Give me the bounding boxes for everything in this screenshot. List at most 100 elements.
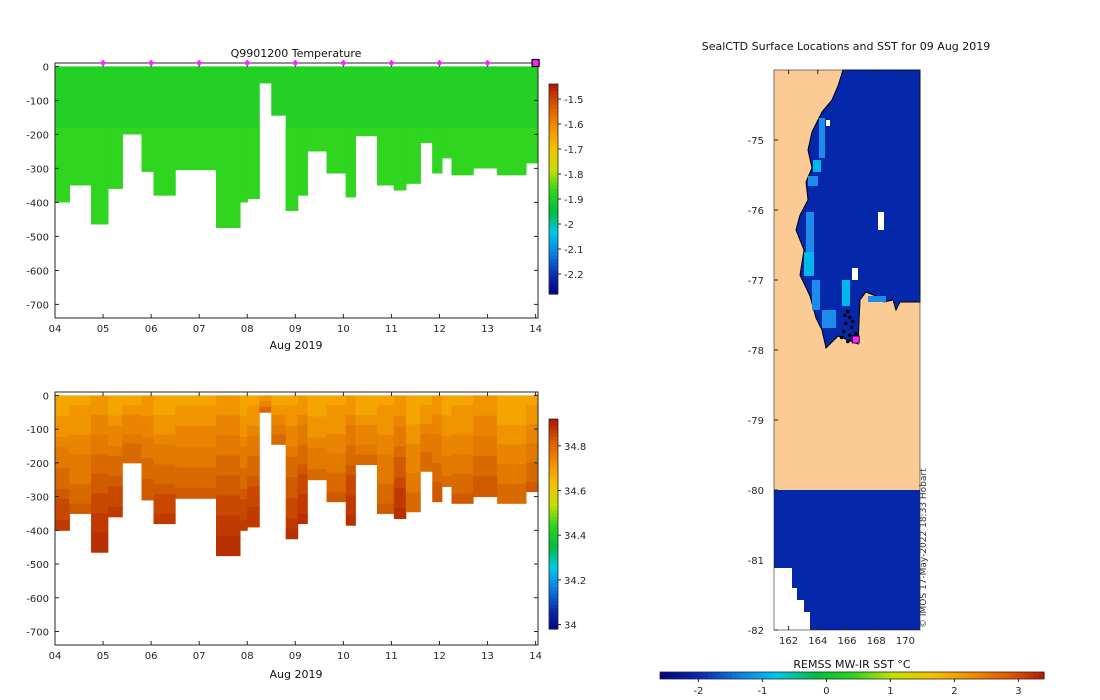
sst-colorbar-cell: [962, 672, 968, 679]
colorbar-cell: [549, 499, 558, 504]
colorbar-cell: [549, 478, 558, 483]
salinity-cell: [473, 476, 498, 487]
sst-colorbar-cell: [991, 672, 997, 679]
sst-colorbar-cell: [736, 672, 743, 679]
colorbar-cell: [549, 436, 558, 441]
salinity-cell: [153, 424, 176, 436]
colorbar-cell: [549, 583, 558, 588]
temperature-profile-18: [355, 66, 378, 137]
temperature-profile-deep-6: [153, 127, 176, 196]
y-tick-label: -200: [26, 130, 49, 141]
sst-colorbar-cell: [751, 672, 757, 679]
colorbar-cell: [549, 224, 558, 229]
x-tick-label: 12: [433, 651, 446, 662]
salinity-cell: [432, 414, 443, 425]
sst-colorbar-cell: [780, 672, 786, 679]
sst-colorbar-cell: [852, 672, 858, 679]
sst-colorbar-cell: [770, 672, 776, 679]
salinity-cell: [69, 424, 92, 436]
colorbar-cell: [549, 94, 558, 99]
salinity-cell: [107, 496, 123, 508]
coastal-sst-cells: [804, 118, 886, 328]
salinity-cell: [69, 415, 92, 426]
salinity-cell: [345, 505, 356, 516]
sst-colorbar-cell: [914, 672, 920, 679]
salinity-cell: [497, 444, 527, 455]
colorbar-cell: [549, 217, 558, 222]
colorbar-cell: [549, 506, 558, 511]
salinity-cell: [153, 454, 176, 465]
salinity-cell: [247, 496, 260, 508]
temperature-profile-deep-10: [247, 127, 260, 199]
salinity-cell: [216, 455, 241, 466]
colorbar-cell: [549, 503, 558, 508]
salinity-cell: [307, 448, 328, 460]
colorbar-cell: [549, 189, 558, 194]
temperature-profile-deep-4: [122, 127, 143, 135]
sst-colorbar-cell: [1010, 672, 1016, 679]
salinity-cell: [420, 452, 433, 463]
temperature-profile-22: [420, 66, 433, 143]
sst-colorbar-tick-label: 0: [823, 686, 829, 697]
sst-colorbar-cell: [871, 672, 877, 679]
station-marker: [484, 59, 491, 67]
salinity-cell: [297, 415, 308, 426]
salinity-cell: [432, 491, 443, 503]
colorbar-cell: [549, 468, 558, 473]
salinity-cell: [216, 465, 241, 476]
salinity-cell: [216, 435, 241, 446]
salinity-cell: [91, 503, 109, 514]
salinity-cell: [69, 434, 92, 446]
salinity-cell: [55, 426, 70, 438]
salinity-cell: [355, 425, 378, 436]
salinity-cell: [441, 456, 452, 467]
map-y-tick-label: -81: [748, 556, 764, 567]
salinity-cell: [451, 483, 474, 495]
salinity-cell: [216, 495, 241, 507]
sst-colorbar-cell: [880, 672, 887, 679]
colorbar-tick-label: 34.2: [564, 576, 586, 587]
temperature-profile-deep-16: [326, 127, 347, 174]
y-tick-label: -200: [26, 459, 49, 470]
salinity-cell: [122, 414, 143, 425]
salinity-cell: [91, 522, 109, 534]
sst-colorbar-cell: [938, 672, 944, 679]
temperature-profile-deep-19: [377, 127, 395, 186]
salinity-cell: [69, 493, 92, 505]
salinity-cell: [525, 481, 538, 493]
salinity-cell: [69, 474, 92, 485]
colorbar-tick-label: -1.7: [564, 145, 584, 156]
salinity-cell: [141, 395, 155, 407]
sst-colorbar-tick-label: 2: [951, 686, 957, 697]
salinity-cell: [285, 415, 299, 427]
salinity-cell: [497, 454, 527, 465]
salinity-cell: [55, 416, 70, 428]
salinity-cell: [405, 472, 421, 484]
salinity-cell: [405, 502, 421, 513]
colorbar-cell: [549, 213, 558, 218]
salinity-cell: [525, 472, 538, 483]
colorbar-cell: [549, 112, 558, 117]
salinity-cell: [240, 519, 248, 531]
y-tick-label: 0: [43, 391, 49, 402]
map-x-tick-label: 166: [837, 636, 856, 647]
map-y-tick-label: -78: [748, 346, 764, 357]
colorbar-cell: [549, 618, 558, 623]
station-marker: [195, 59, 203, 67]
salinity-cell: [240, 426, 248, 438]
colorbar-cell: [549, 84, 558, 89]
salinity-cell: [326, 414, 347, 425]
sst-colorbar-cell: [732, 672, 738, 679]
salinity-cell: [55, 436, 70, 448]
salinity-cell: [345, 495, 356, 506]
temperature-profile-deep-15: [307, 127, 328, 152]
salinity-cell: [216, 485, 241, 497]
colorbar-cell: [549, 203, 558, 208]
salinity-cell: [420, 395, 433, 406]
sst-colorbar-cell: [952, 672, 959, 679]
sst-colorbar-cell: [722, 672, 728, 679]
x-tick-label: 08: [241, 324, 254, 335]
salinity-cell: [91, 405, 109, 416]
salinity-cell: [451, 493, 474, 504]
salinity-cell: [451, 424, 474, 436]
